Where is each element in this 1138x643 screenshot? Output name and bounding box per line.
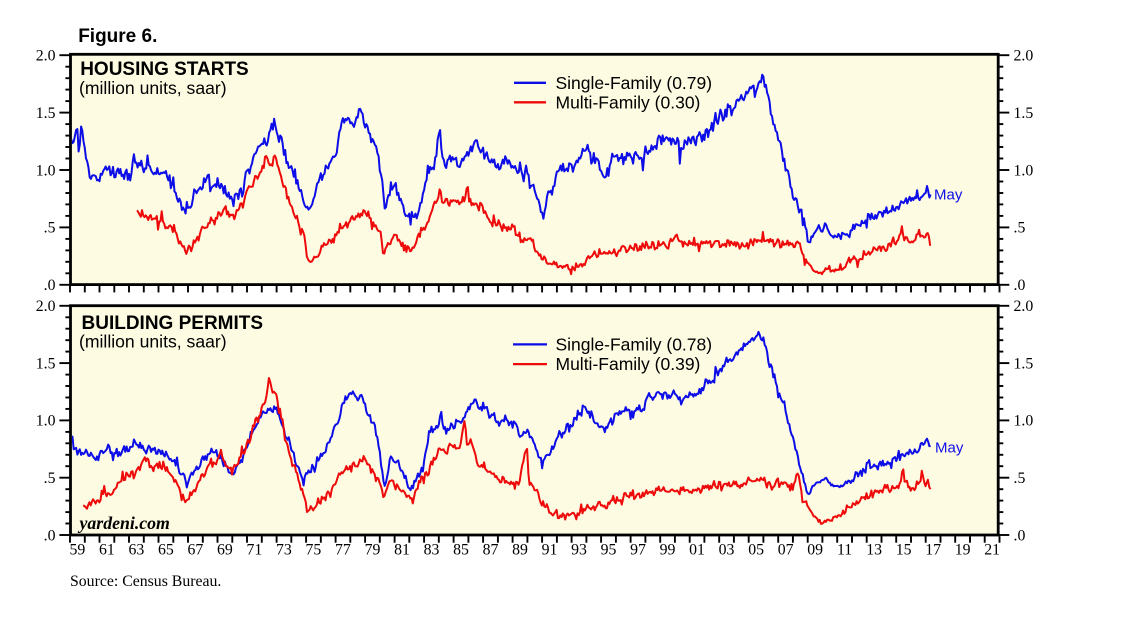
svg-text:77: 77 [335,541,351,558]
svg-text:2.0: 2.0 [1014,298,1034,315]
svg-text:95: 95 [601,541,617,558]
svg-text:99: 99 [660,541,676,558]
svg-text:15: 15 [896,541,912,558]
svg-text:.0: .0 [44,527,56,544]
svg-text:1.0: 1.0 [1014,162,1034,179]
svg-text:79: 79 [365,541,381,558]
svg-text:Multi-Family (0.30): Multi-Family (0.30) [556,93,701,113]
svg-text:Multi-Family (0.39): Multi-Family (0.39) [556,354,701,374]
svg-text:2.0: 2.0 [1014,48,1034,65]
svg-text:13: 13 [866,541,882,558]
svg-text:07: 07 [778,541,794,558]
svg-text:67: 67 [188,541,204,558]
svg-text:2.0: 2.0 [36,48,56,65]
svg-text:yardeni.com: yardeni.com [78,513,170,533]
svg-text:11: 11 [837,541,852,558]
svg-text:1.5: 1.5 [36,355,56,372]
svg-text:59: 59 [70,541,86,558]
svg-text:.5: .5 [1014,470,1026,487]
svg-text:BUILDING PERMITS: BUILDING PERMITS [82,313,264,334]
svg-text:75: 75 [306,541,322,558]
svg-text:May: May [934,187,963,204]
svg-text:87: 87 [483,541,499,558]
svg-text:93: 93 [571,541,587,558]
svg-text:71: 71 [247,541,263,558]
svg-text:1.0: 1.0 [1014,413,1034,430]
svg-text:2.0: 2.0 [36,298,56,315]
svg-text:.0: .0 [44,277,56,294]
svg-text:.5: .5 [1014,220,1026,237]
svg-text:HOUSING STARTS: HOUSING STARTS [80,59,249,80]
svg-text:(million units, saar): (million units, saar) [79,78,227,98]
svg-text:May: May [935,440,964,457]
svg-text:01: 01 [689,541,705,558]
svg-text:1.5: 1.5 [1014,355,1034,372]
svg-text:.5: .5 [44,470,56,487]
svg-text:81: 81 [394,541,410,558]
svg-text:.5: .5 [44,220,56,237]
svg-text:03: 03 [719,541,735,558]
svg-text:83: 83 [424,541,440,558]
svg-text:89: 89 [512,541,528,558]
svg-text:Single-Family (0.78): Single-Family (0.78) [556,335,713,355]
svg-text:91: 91 [542,541,558,558]
svg-text:Source: Census Bureau.: Source: Census Bureau. [70,573,221,590]
svg-text:21: 21 [984,541,1000,558]
svg-text:09: 09 [807,541,823,558]
svg-text:85: 85 [453,541,469,558]
svg-text:73: 73 [276,541,292,558]
svg-text:Single-Family (0.79): Single-Family (0.79) [556,73,713,93]
svg-text:(million units, saar): (million units, saar) [79,332,227,352]
svg-text:63: 63 [129,541,145,558]
svg-text:1.0: 1.0 [36,413,56,430]
svg-text:19: 19 [955,541,971,558]
svg-text:17: 17 [925,541,941,558]
svg-text:65: 65 [158,541,174,558]
svg-text:1.5: 1.5 [36,105,56,122]
svg-text:05: 05 [748,541,764,558]
svg-text:Figure 6.: Figure 6. [78,26,157,47]
svg-text:1.5: 1.5 [1014,105,1034,122]
svg-text:69: 69 [217,541,233,558]
svg-text:97: 97 [630,541,646,558]
svg-text:.0: .0 [1014,527,1026,544]
svg-text:61: 61 [99,541,115,558]
svg-text:1.0: 1.0 [36,162,56,179]
svg-text:.0: .0 [1014,277,1026,294]
